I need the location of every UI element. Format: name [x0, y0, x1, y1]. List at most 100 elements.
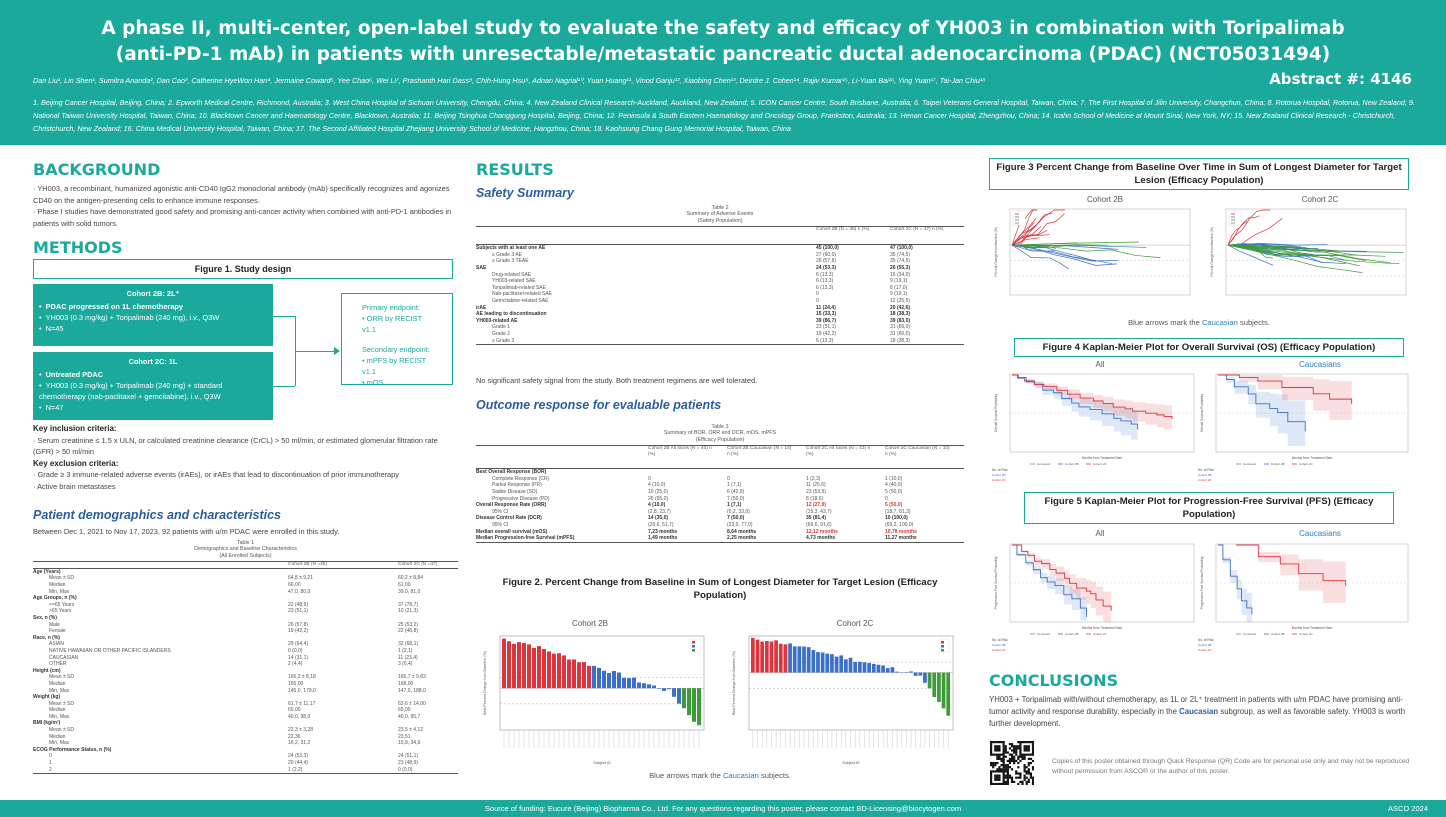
table-row: Drug-related SAE 6 (13,3) 16 (34,0): [476, 272, 964, 279]
at-risk-row: Cohort 2B: [1198, 643, 1212, 647]
cell-value: 14 (35,0): [648, 515, 669, 522]
background-text: · YH003, a recombinant, humanized agonis…: [33, 183, 458, 229]
waterfall-bar: [692, 688, 696, 722]
qr-module: [998, 757, 1001, 760]
cell-value: 0: [816, 291, 819, 298]
qr-module: [1002, 757, 1005, 760]
qr-module: [990, 749, 993, 752]
cohort-2c-item: N=47: [39, 402, 267, 413]
waterfall-bar: [816, 652, 820, 673]
qr-code-icon[interactable]: [990, 741, 1034, 785]
qr-module: [1015, 759, 1018, 763]
qr-module: [1004, 747, 1007, 750]
funding-source: Source of funding: Eucure (Beijing) Biop…: [484, 804, 962, 813]
qr-module: [1004, 780, 1007, 784]
qr-module: [1006, 764, 1009, 767]
qr-module: [1019, 776, 1022, 779]
cell-value: 0: [885, 495, 888, 502]
qr-module: [1002, 774, 1005, 777]
qr-module: [994, 753, 997, 756]
qr-module: [990, 764, 993, 767]
cell-value: 1 (10,0): [885, 475, 903, 482]
cell-value: 23 (51,1): [288, 608, 309, 615]
waterfall-bar: [932, 672, 937, 698]
header-cell: Cohort 2C (N =47): [398, 562, 438, 568]
cell-value: 5 (50,0): [885, 502, 903, 509]
qr-module: [1023, 768, 1026, 771]
cell-value: 39 (83,0): [890, 317, 911, 324]
qr-module: [1013, 747, 1016, 750]
waterfall-bar: [522, 642, 526, 689]
spider-line: [1011, 244, 1119, 262]
cell-value: 23,5 ± 4,12: [398, 727, 423, 734]
qr-module: [1006, 766, 1009, 769]
cell-value: [288, 694, 398, 701]
table-row: CAUCASIAN 14 (31,1) 11 (23,4): [33, 655, 458, 662]
qr-module: [1010, 757, 1014, 760]
qr-module: [1021, 782, 1024, 785]
waterfall-bar: [909, 671, 913, 673]
header-cell: [476, 446, 648, 468]
y-axis-label: Progression-Free Survival Probability: [994, 556, 998, 609]
waterfall-bar: [941, 672, 946, 709]
row-label: YH003-related SAE: [492, 278, 536, 285]
header-cell: [476, 227, 816, 244]
spider-line: [1227, 244, 1363, 273]
results-heading: RESULTS: [476, 160, 554, 179]
qr-module: [990, 753, 993, 756]
qr-note: Copies of this poster obtained through Q…: [1052, 758, 1410, 775]
caption-line: (Safety Population): [697, 217, 743, 224]
header-cell: Cohort 2C Caucasian (N = 10) n (%): [885, 446, 950, 457]
cell-value: 10 (100,0): [885, 515, 908, 522]
table-row: Male 26 (57,8) 25 (53,2): [33, 622, 458, 629]
qr-module: [1019, 753, 1022, 756]
note-text: subjects.: [758, 771, 791, 780]
qr-module: [992, 766, 995, 769]
legend-label: Cohort 2C: [1299, 632, 1314, 636]
qr-module: [1000, 782, 1003, 785]
row-label: Gemcitabine-related SAE: [492, 297, 549, 304]
table-row: Age (Years): [33, 569, 458, 576]
cell-value: 22 (48,9): [288, 601, 309, 608]
row-label: Toripalimab-related SAE: [492, 284, 546, 291]
table-row: AE leading to discontinuation 15 (33,3) 18…: [476, 311, 964, 318]
qr-module: [1025, 782, 1028, 785]
cell-value: [398, 595, 458, 602]
qr-module: [1015, 745, 1018, 748]
waterfall-bar: [820, 652, 825, 673]
x-axis-label: Months from Treatment Start: [1082, 626, 1123, 630]
waterfall-bar: [687, 688, 691, 716]
cell-value: 11 (24,4): [816, 304, 836, 311]
qr-module: [1006, 768, 1009, 771]
at-risk-row: Cohort 2B: [1198, 473, 1212, 477]
at-risk-row: Cohort 2C: [992, 478, 1007, 482]
table-row: 2 1 (2,2) 0 (0,0): [33, 767, 458, 775]
qr-module: [1027, 770, 1030, 773]
safety-heading: Safety Summary: [476, 186, 574, 200]
cell-value: 40,0, 98,0: [288, 713, 311, 720]
cell-value: 63,6 ± 14,00: [398, 700, 426, 707]
qr-module: [1023, 778, 1026, 781]
qr-module: [1025, 741, 1028, 744]
spider-line: [1227, 244, 1391, 264]
qr-module: [1027, 741, 1030, 744]
qr-module: [1021, 755, 1024, 758]
arrowhead-icon: [334, 347, 340, 355]
qr-module: [1031, 782, 1034, 785]
km-pfs-caucasians: Progression-Free Survival Probability Mon…: [1198, 543, 1409, 652]
cell-value: 35 (81,4): [806, 515, 827, 522]
spider-line: [1227, 209, 1271, 246]
waterfall-bar: [667, 688, 671, 690]
waterfall-bar: [937, 672, 941, 702]
cell-value: 24 (53,3): [816, 265, 837, 271]
at-risk-row: Cohort 2B: [992, 643, 1006, 647]
cell-value: [288, 720, 398, 727]
waterfall-bar: [657, 688, 661, 689]
y-axis-label: Overall Survival Probability: [994, 394, 998, 432]
caption-line: Table 2: [711, 205, 729, 211]
row-label: ≥ Grade 3 AE: [492, 251, 522, 258]
title-line-2: (anti-PD-1 mAb) in patients with unresec…: [115, 44, 1331, 65]
table-body: Age (Years) Mean ± SD 64,8 ± 9,21 60,2 ± 8,…: [33, 569, 458, 775]
cell-value: 60,00: [288, 707, 301, 714]
qr-module: [1006, 772, 1009, 775]
